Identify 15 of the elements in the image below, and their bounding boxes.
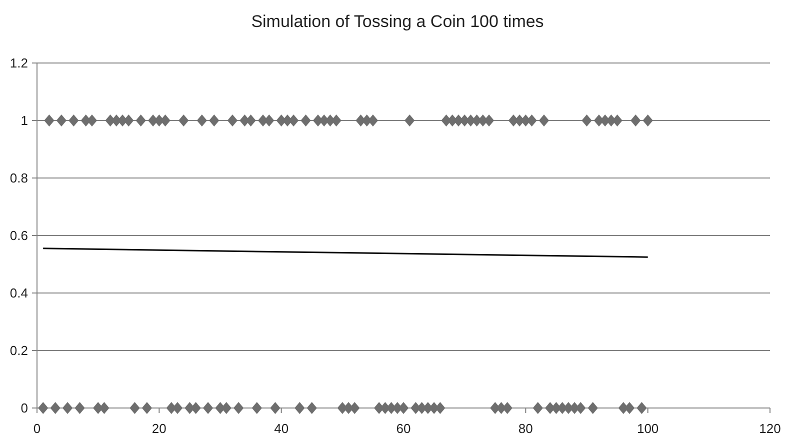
y-tick-label: 0.4 [10, 286, 28, 301]
y-tick-label: 0 [20, 400, 28, 416]
y-tick-label: 1.2 [10, 56, 28, 71]
x-tick-label: 40 [274, 421, 289, 436]
x-tick-label: 20 [152, 421, 166, 436]
x-tick-label: 60 [396, 421, 411, 436]
chart-title: Simulation of Tossing a Coin 100 times [251, 12, 544, 31]
y-tick-label: 1 [20, 113, 28, 128]
x-tick-label: 100 [636, 421, 659, 436]
x-tick-label: 0 [33, 421, 41, 436]
y-tick-label: 0.6 [10, 228, 28, 244]
x-tick-label: 120 [759, 421, 781, 436]
x-tick-label: 80 [518, 421, 533, 436]
y-tick-label: 0.2 [10, 343, 28, 358]
y-tick-label: 0.8 [10, 170, 28, 186]
